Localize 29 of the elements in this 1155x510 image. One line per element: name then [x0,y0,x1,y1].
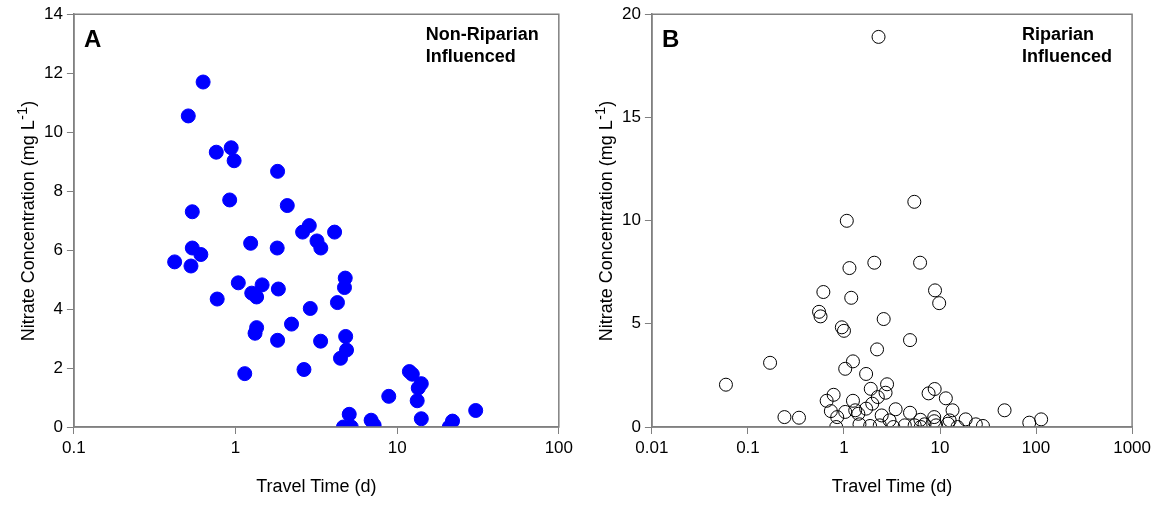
y-tick-label: 4 [53,298,63,318]
y-tick-label: 12 [43,62,63,82]
y-tick-label: 10 [621,210,641,230]
x-tick-label: 1 [839,437,849,457]
x-tick-label: 10 [387,437,407,457]
annotation: B [661,24,680,52]
y-tick-label: 10 [43,121,63,141]
y-tick-label: 14 [43,3,63,23]
y-tick-label: 20 [621,3,641,23]
x-tick-label: 0.1 [62,437,86,457]
y-tick-label: 2 [53,357,63,377]
y-tick-label: 8 [53,180,63,200]
y-tick-label: 0 [53,416,63,436]
y-tick-label: 15 [621,107,641,127]
x-tick-label: 100 [544,437,574,457]
annotation: Riparian Influenced [1022,24,1113,67]
x-tick-label: 1000 [1113,437,1151,457]
x-tick-label: 0.01 [635,437,669,457]
x-axis-title: Travel Time (d) [256,476,377,497]
y-tick-label: 0 [631,416,641,436]
annotation: A [83,24,102,52]
x-tick-label: 10 [930,437,950,457]
x-axis-title: Travel Time (d) [831,476,953,497]
x-tick-label: 100 [1021,437,1051,457]
y-tick-label: 6 [53,239,63,259]
x-tick-label: 0.1 [736,437,760,457]
annotation: Non-Riparian Influenced [425,24,539,67]
x-tick-label: 1 [230,437,241,457]
y-tick-label: 5 [631,313,641,333]
